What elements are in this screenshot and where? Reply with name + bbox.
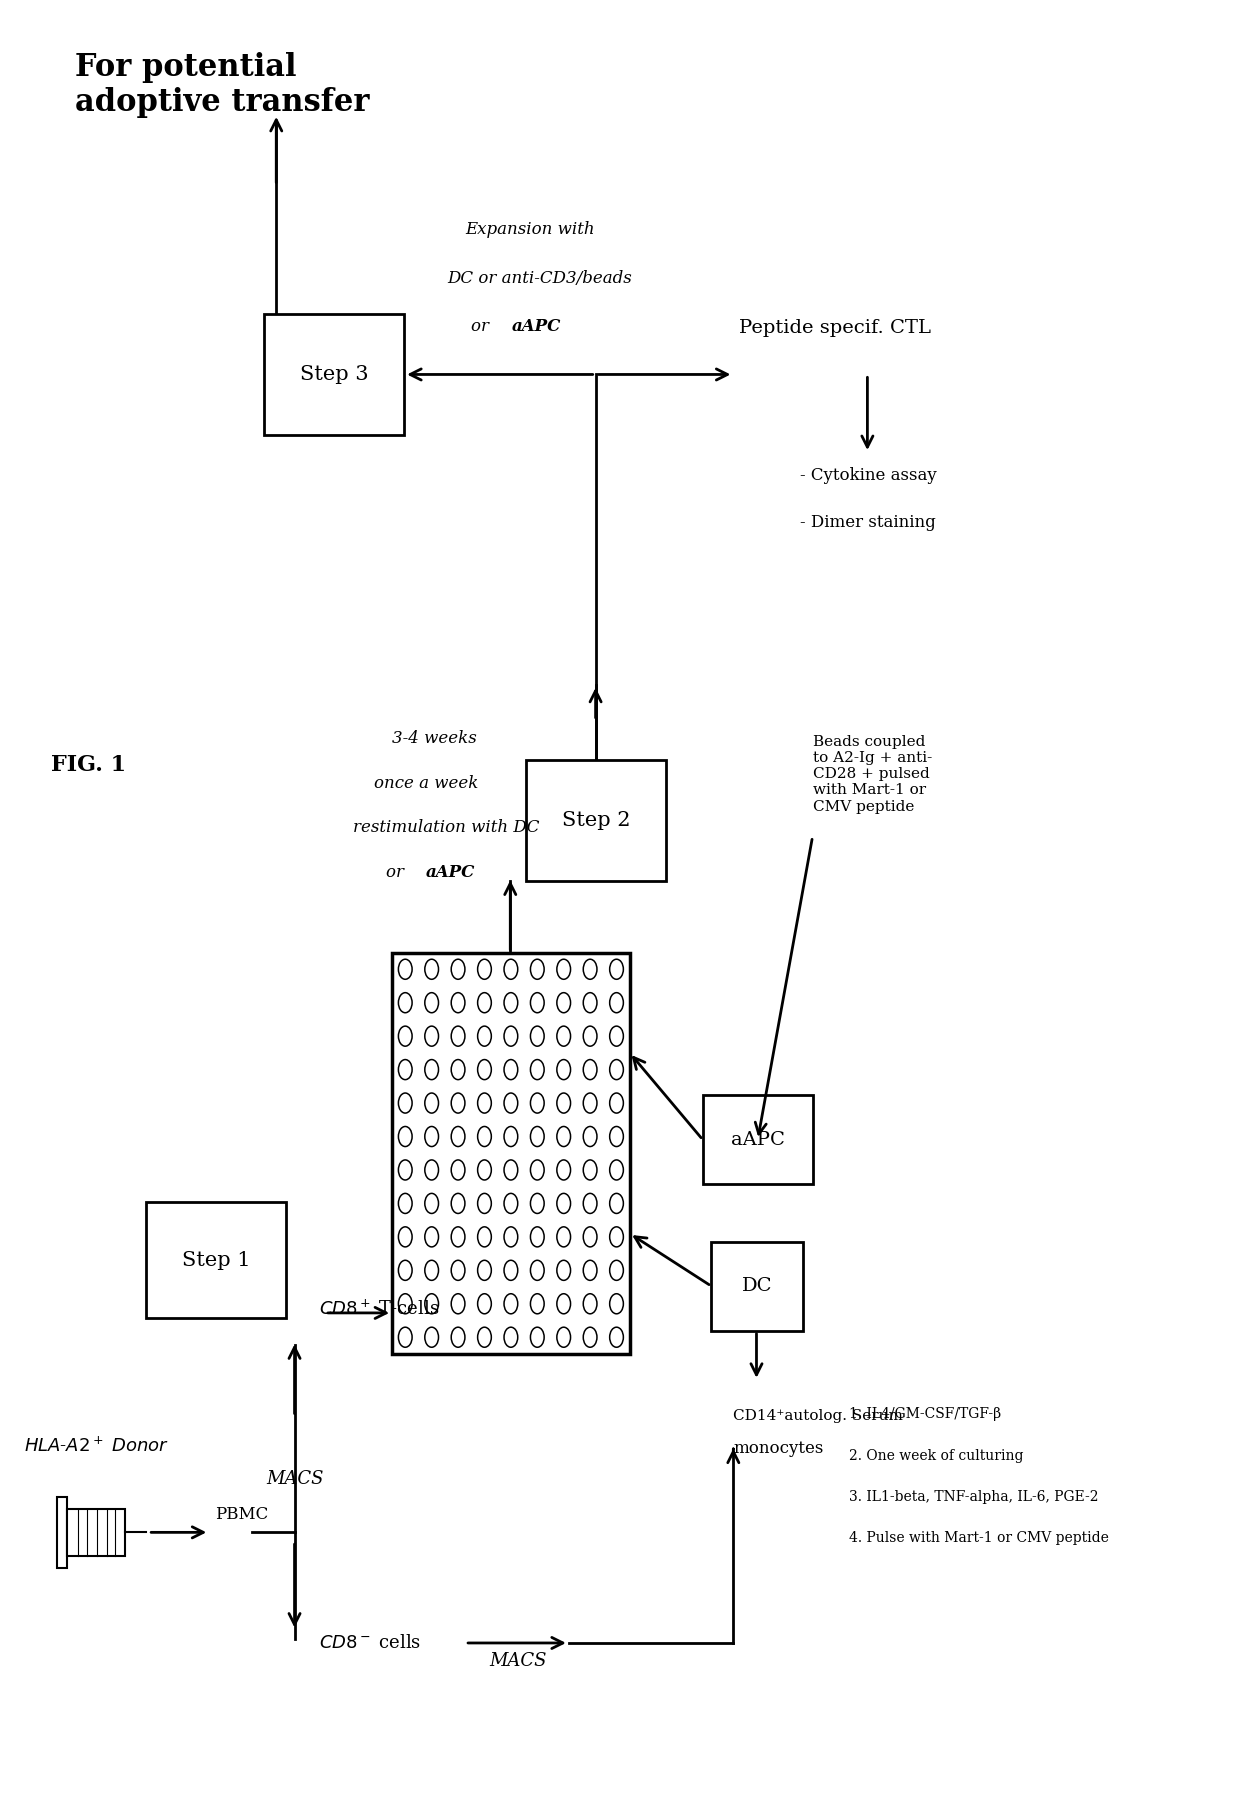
- Text: MACS: MACS: [265, 1469, 324, 1487]
- Text: aAPC: aAPC: [511, 318, 560, 334]
- Text: or: or: [386, 863, 409, 881]
- Text: Step 1: Step 1: [181, 1251, 250, 1269]
- Text: $CD8^+$ T-cells: $CD8^+$ T-cells: [319, 1300, 439, 1320]
- Text: PBMC: PBMC: [216, 1507, 269, 1523]
- Text: aAPC: aAPC: [427, 863, 476, 881]
- Bar: [67, 1509, 125, 1555]
- Bar: [264, 315, 404, 435]
- Text: - Dimer staining: - Dimer staining: [800, 514, 936, 530]
- Text: Expansion with: Expansion with: [465, 221, 595, 239]
- Text: Beads coupled
to A2-Ig + anti-
CD28 + pulsed
with Mart-1 or
CMV peptide: Beads coupled to A2-Ig + anti- CD28 + pu…: [812, 735, 931, 813]
- Text: DC or anti-CD3/beads: DC or anti-CD3/beads: [446, 270, 631, 286]
- Bar: [57, 1496, 67, 1568]
- Bar: [526, 761, 666, 881]
- Text: 3-4 weeks: 3-4 weeks: [392, 730, 477, 746]
- Text: MACS: MACS: [490, 1652, 547, 1670]
- Text: 2. One week of culturing: 2. One week of culturing: [849, 1449, 1023, 1462]
- Text: Peptide specif. CTL: Peptide specif. CTL: [739, 318, 931, 336]
- Text: Step 3: Step 3: [300, 365, 368, 385]
- Text: restimulation with DC: restimulation with DC: [353, 820, 539, 836]
- Text: CD14⁺autolog. Serum: CD14⁺autolog. Serum: [733, 1410, 903, 1424]
- Text: $HLA$-$A2^+$ $Donor$: $HLA$-$A2^+$ $Donor$: [25, 1437, 170, 1456]
- Bar: [712, 1242, 802, 1331]
- Text: FIG. 1: FIG. 1: [51, 753, 126, 777]
- Text: aAPC: aAPC: [730, 1131, 785, 1149]
- Bar: [392, 953, 630, 1354]
- Text: For potential
adoptive transfer: For potential adoptive transfer: [76, 52, 370, 119]
- Text: 1. IL4/GM-CSF/TGF-β: 1. IL4/GM-CSF/TGF-β: [849, 1408, 1001, 1422]
- Text: Step 2: Step 2: [562, 811, 630, 831]
- Text: - Cytokine assay: - Cytokine assay: [800, 467, 937, 484]
- Bar: [703, 1095, 812, 1185]
- Text: 4. Pulse with Mart-1 or CMV peptide: 4. Pulse with Mart-1 or CMV peptide: [849, 1530, 1109, 1544]
- Text: or: or: [471, 318, 495, 334]
- Bar: [146, 1203, 286, 1318]
- Text: DC: DC: [742, 1277, 773, 1295]
- Text: 3. IL1-beta, TNF-alpha, IL-6, PGE-2: 3. IL1-beta, TNF-alpha, IL-6, PGE-2: [849, 1489, 1099, 1503]
- Text: once a week: once a week: [373, 775, 479, 791]
- Text: $CD8^-$ cells: $CD8^-$ cells: [319, 1634, 422, 1652]
- Text: monocytes: monocytes: [733, 1440, 823, 1456]
